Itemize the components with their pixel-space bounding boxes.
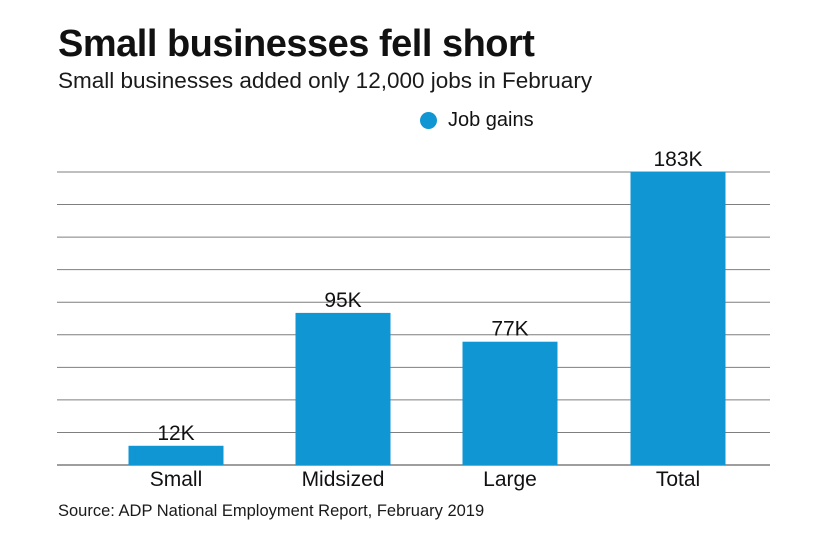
bars: [128, 172, 726, 465]
legend: Job gains: [420, 107, 534, 133]
legend-label: Job gains: [448, 109, 534, 131]
bar-midsized: [295, 312, 391, 465]
chart-title: Small businesses fell short: [58, 23, 535, 65]
x-tick-midsized: Midsized: [302, 468, 385, 491]
bar-large: [462, 341, 558, 465]
x-axis-ticks: Small Midsized Large Total: [150, 468, 700, 491]
data-label-small: 12K: [157, 422, 194, 445]
x-tick-large: Large: [483, 468, 537, 491]
bar-small: [128, 445, 224, 465]
source-note: Source: ADP National Employment Report, …: [58, 502, 485, 520]
x-tick-small: Small: [150, 468, 203, 491]
chart-subtitle: Small businesses added only 12,000 jobs …: [58, 68, 593, 93]
x-tick-total: Total: [656, 468, 700, 491]
data-label-total: 183K: [653, 148, 702, 171]
data-labels: 12K 95K 77K 183K: [157, 148, 702, 445]
data-label-large: 77K: [491, 318, 528, 341]
data-label-midsized: 95K: [324, 289, 361, 312]
legend-swatch: [420, 111, 437, 129]
bar-total: [630, 172, 726, 465]
